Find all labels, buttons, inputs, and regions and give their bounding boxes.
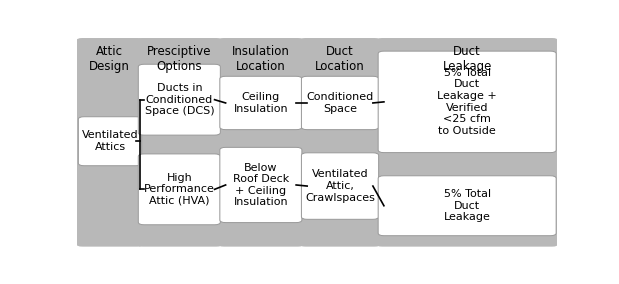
FancyBboxPatch shape — [138, 64, 220, 135]
Text: Conditioned
Space: Conditioned Space — [306, 92, 374, 114]
Text: Insulation
Location: Insulation Location — [232, 45, 290, 73]
Text: 5% Total
Duct
Leakage +
Verified
<25 cfm
to Outside: 5% Total Duct Leakage + Verified <25 cfm… — [437, 68, 497, 136]
Text: Ventilated
Attic,
Crawlspaces: Ventilated Attic, Crawlspaces — [305, 170, 375, 203]
Text: 5% Total
Duct
Leakage: 5% Total Duct Leakage — [444, 189, 491, 222]
Text: Duct
Leakage: Duct Leakage — [443, 45, 492, 73]
Text: Below
Roof Deck
+ Ceiling
Insulation: Below Roof Deck + Ceiling Insulation — [233, 162, 289, 207]
FancyBboxPatch shape — [301, 153, 379, 219]
FancyBboxPatch shape — [300, 38, 381, 247]
FancyBboxPatch shape — [220, 76, 302, 130]
Text: Ventilated
Attics: Ventilated Attics — [82, 130, 138, 152]
FancyBboxPatch shape — [301, 76, 379, 130]
Text: Attic
Design: Attic Design — [89, 45, 130, 73]
FancyBboxPatch shape — [79, 117, 142, 166]
FancyBboxPatch shape — [218, 38, 304, 247]
FancyBboxPatch shape — [76, 38, 143, 247]
FancyBboxPatch shape — [376, 38, 558, 247]
Text: Ducts in
Conditioned
Space (DCS): Ducts in Conditioned Space (DCS) — [144, 83, 214, 116]
Text: Presciptive
Options: Presciptive Options — [147, 45, 212, 73]
FancyBboxPatch shape — [138, 154, 220, 225]
FancyBboxPatch shape — [136, 38, 222, 247]
FancyBboxPatch shape — [378, 176, 556, 236]
Text: Ceiling
Insulation: Ceiling Insulation — [233, 92, 288, 114]
Text: High
Performance
Attic (HVA): High Performance Attic (HVA) — [144, 173, 215, 206]
FancyBboxPatch shape — [220, 147, 302, 223]
FancyBboxPatch shape — [378, 51, 556, 153]
Text: Duct
Location: Duct Location — [315, 45, 365, 73]
